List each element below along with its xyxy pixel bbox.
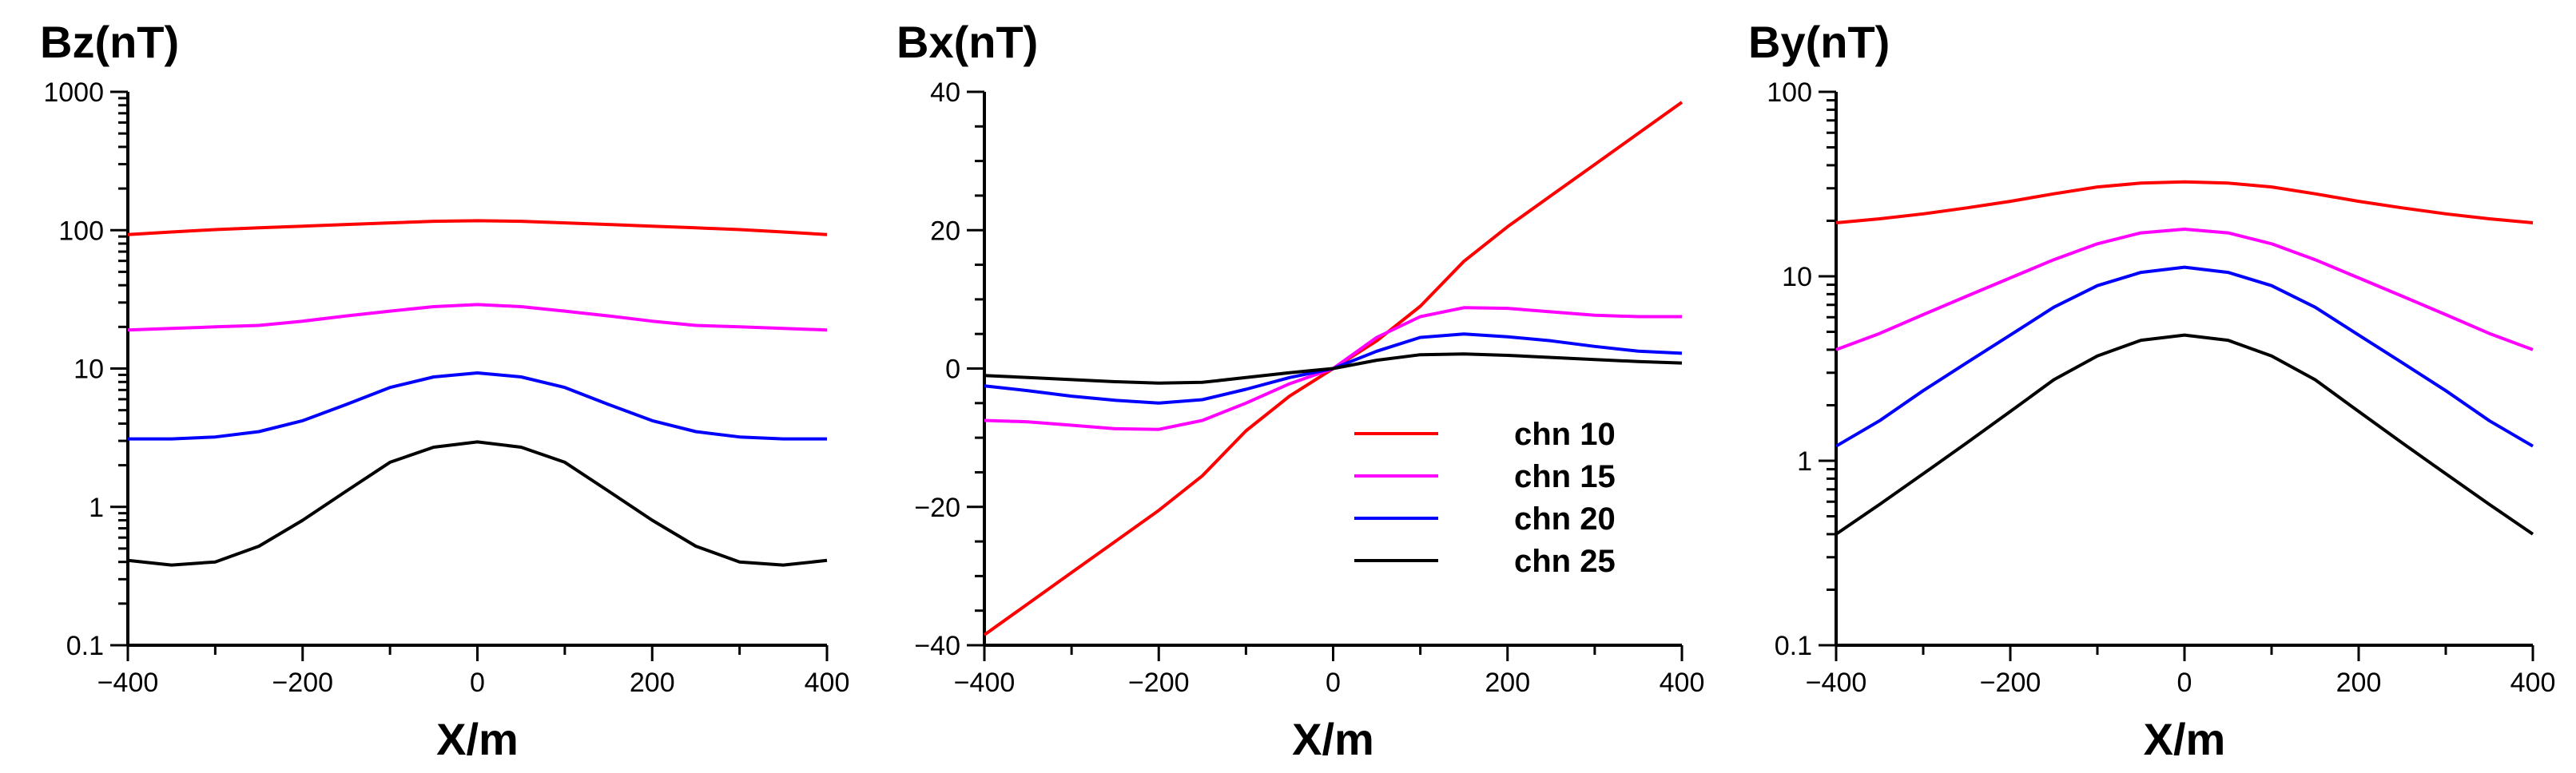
series-line-chn-20 [128, 371, 827, 441]
x-axis-label: X/m [1292, 714, 1374, 764]
y-tick-label: 1 [89, 493, 104, 523]
x-axis-label: X/m [436, 714, 519, 764]
chart-panel-1: 0.1 1 10 100 1000 −400 −200 0 200 400 Bz(nT) X/m [40, 17, 849, 764]
y-tick-label: 10 [74, 355, 104, 385]
x-tick-label: 400 [2510, 668, 2556, 698]
series-line-chn-10 [127, 219, 828, 236]
x-tick-label: 400 [1660, 668, 1705, 698]
x-tick-label: 400 [805, 668, 850, 698]
x-axis-label: X/m [2144, 714, 2226, 764]
x-tick-label: −200 [1980, 668, 2041, 698]
x-tick-label: 200 [630, 668, 675, 698]
y-tick-label: −20 [914, 493, 960, 523]
y-tick-label: 0.1 [66, 631, 104, 661]
series-line-chn-25 [1835, 333, 2534, 536]
y-tick-label: 20 [930, 216, 960, 246]
y-tick-label: 0.1 [1775, 631, 1812, 661]
y-tick-label: 100 [1767, 77, 1812, 108]
legend-label: chn 10 [1514, 417, 1616, 452]
series-line-chn-20 [1835, 265, 2534, 448]
chart-panel-3: 0.1 1 10 100 −400 −200 0 200 400 By(nT) X/m [1748, 17, 2555, 764]
y-axis-label: By(nT) [1748, 17, 1890, 67]
x-tick-label: 200 [2336, 668, 2382, 698]
x-tick-label: −400 [954, 668, 1016, 698]
x-tick-label: −200 [272, 668, 333, 698]
y-axis-label: Bz(nT) [40, 17, 179, 67]
legend: chn 10 chn 15 chn 20 chn 25 [1354, 417, 1616, 579]
series-line-chn-10 [1835, 180, 2534, 224]
series-line-chn-15 [1835, 228, 2534, 351]
legend-label: chn 25 [1514, 544, 1616, 579]
y-tick-label: 0 [945, 355, 960, 385]
legend-label: chn 20 [1514, 501, 1616, 537]
y-axis-label: Bx(nT) [896, 17, 1038, 67]
series-line-chn-25 [127, 440, 828, 567]
y-tick-label: −40 [914, 631, 960, 661]
series-line-chn-15 [127, 303, 828, 332]
x-tick-label: −400 [97, 668, 159, 698]
x-tick-label: 200 [1485, 668, 1530, 698]
y-tick-label: 1 [1797, 446, 1812, 477]
legend-label: chn 15 [1514, 459, 1616, 494]
y-tick-label: 100 [58, 216, 104, 246]
y-tick-label: 40 [930, 77, 960, 108]
x-tick-label: 0 [1326, 668, 1341, 698]
y-tick-label: 1000 [43, 77, 104, 108]
y-tick-label: 10 [1782, 262, 1812, 292]
x-tick-label: 0 [2177, 668, 2192, 698]
x-tick-label: −200 [1128, 668, 1190, 698]
x-tick-label: 0 [470, 668, 485, 698]
x-tick-label: −400 [1806, 668, 1867, 698]
series-line-chn-25 [984, 352, 1683, 385]
